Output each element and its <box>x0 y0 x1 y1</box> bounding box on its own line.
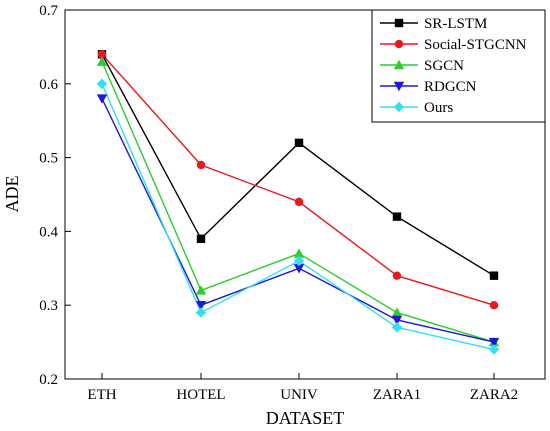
legend-marker <box>393 81 405 92</box>
data-point <box>96 78 108 89</box>
data-point <box>392 212 402 221</box>
data-point <box>294 197 304 207</box>
data-point <box>96 94 108 104</box>
x-axis-title: DATASET <box>266 408 345 428</box>
data-point <box>391 315 403 326</box>
data-point <box>488 337 500 348</box>
y-tick-label: 0.6 <box>39 77 58 93</box>
data-point <box>391 322 403 333</box>
legend-label: Ours <box>424 100 453 116</box>
legend-marker <box>394 18 404 28</box>
data-point <box>196 160 206 170</box>
x-axis: ETH HOTEL UNIV ZARA1 ZARA2 <box>87 373 518 403</box>
y-tick-label: 0.4 <box>39 224 58 240</box>
data-point <box>196 234 206 243</box>
data-point <box>195 301 207 311</box>
data-point <box>488 344 500 355</box>
data-point <box>489 301 499 310</box>
data-point <box>293 255 305 267</box>
y-tick-label: 0.3 <box>39 298 58 314</box>
legend-label: SR-LSTM <box>424 16 487 32</box>
data-point <box>293 248 305 258</box>
y-axis: 0.2 0.3 0.4 0.5 0.6 0.7 <box>39 3 71 388</box>
data-point <box>97 50 107 59</box>
legend-label: RDGCN <box>424 79 477 95</box>
series-line-4 <box>101 83 495 351</box>
plot-frame <box>64 9 546 380</box>
legend: SR-LSTM Social-STGCNN SGCN RDGCN Ours <box>371 9 546 123</box>
data-point <box>294 138 304 148</box>
data-point <box>96 56 108 66</box>
data-point <box>195 285 207 295</box>
data-point <box>392 271 402 280</box>
legend-label: Social-STGCNN <box>424 37 527 53</box>
series-markers <box>96 50 500 355</box>
x-tick-label: UNIV <box>280 387 318 403</box>
data-point <box>489 271 499 280</box>
legend-marker <box>394 39 404 49</box>
legend-marker <box>393 59 405 70</box>
data-point <box>195 307 207 318</box>
legend-marker <box>393 101 405 113</box>
x-tick-label: ZARA1 <box>373 387 421 403</box>
x-tick-label: ZARA2 <box>470 387 518 403</box>
legend-label: SGCN <box>424 58 464 74</box>
x-tick-label: HOTEL <box>176 387 225 403</box>
y-axis-title: ADE <box>2 176 22 213</box>
y-tick-label: 0.5 <box>39 151 58 167</box>
data-point <box>293 264 305 274</box>
y-tick-label: 0.2 <box>39 372 58 388</box>
y-tick-label: 0.7 <box>39 3 58 19</box>
data-point <box>391 307 403 317</box>
x-tick-label: ETH <box>87 387 116 403</box>
